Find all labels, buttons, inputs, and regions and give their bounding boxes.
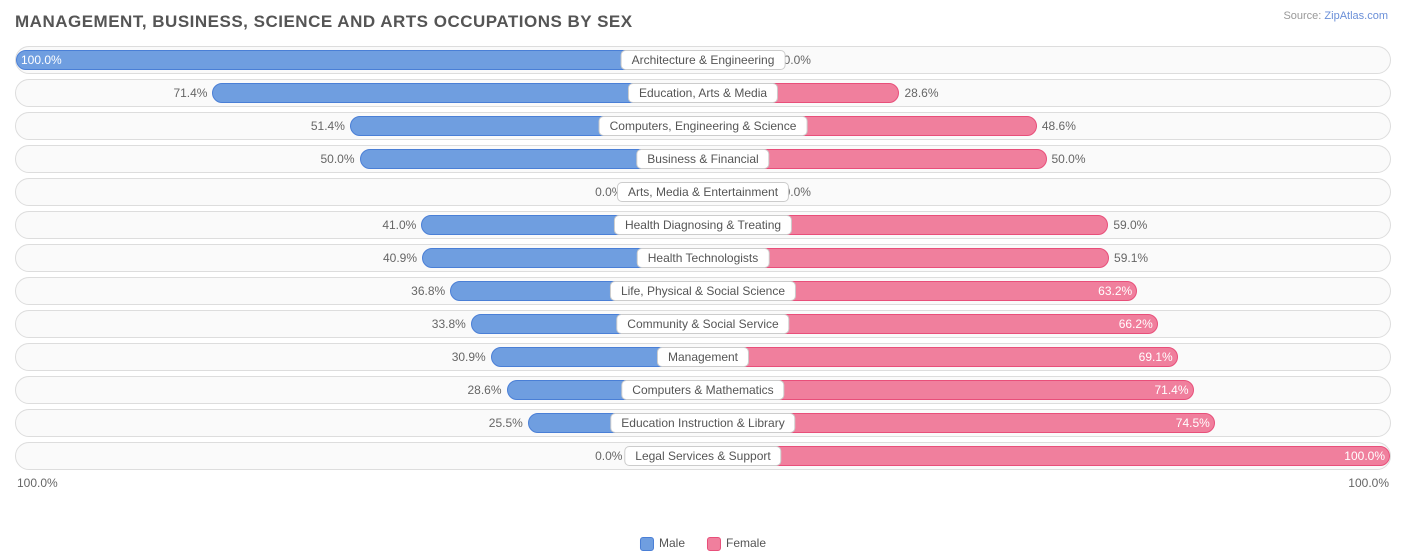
chart-row: 50.0% 50.0% Business & Financial: [15, 145, 1391, 173]
male-value-label: 25.5%: [489, 414, 529, 432]
category-label: Legal Services & Support: [624, 446, 781, 466]
chart-row: 25.5% 74.5% Education Instruction & Librar…: [15, 409, 1391, 437]
female-value-label: 28.6%: [898, 84, 938, 102]
chart-row: 0.0%0.0%Arts, Media & Entertainment: [15, 178, 1391, 206]
category-label: Computers, Engineering & Science: [599, 116, 808, 136]
female-value-label: 63.2%: [1098, 282, 1132, 300]
male-value-label: 50.0%: [320, 150, 360, 168]
chart-row: 40.9% 59.1% Health Technologists: [15, 244, 1391, 272]
category-label: Business & Financial: [636, 149, 769, 169]
female-value-label: 66.2%: [1119, 315, 1153, 333]
female-value-label: 100.0%: [1344, 447, 1385, 465]
legend: Male Female: [640, 536, 766, 551]
category-label: Life, Physical & Social Science: [610, 281, 796, 301]
chart-rows: 100.0%0.0%Architecture & Engineering 71.4…: [15, 46, 1391, 470]
category-label: Computers & Mathematics: [621, 380, 784, 400]
male-value-label: 40.9%: [383, 249, 423, 267]
female-bar: 100.0%: [703, 446, 1390, 466]
chart-row: 71.4% 28.6% Education, Arts & Media: [15, 79, 1391, 107]
legend-female-label: Female: [726, 536, 766, 550]
source-label: Source:: [1283, 10, 1321, 22]
male-value-label: 71.4%: [173, 84, 213, 102]
female-value-label: 74.5%: [1176, 414, 1210, 432]
source-attribution: Source: ZipAtlas.com: [1283, 10, 1388, 22]
chart-row: 28.6% 71.4% Computers & Mathematics: [15, 376, 1391, 404]
source-value: ZipAtlas.com: [1324, 10, 1388, 22]
chart-row: 51.4% 48.6% Computers, Engineering & Scien…: [15, 112, 1391, 140]
female-value-label: 50.0%: [1046, 150, 1086, 168]
male-bar: 100.0%: [16, 50, 703, 70]
chart-row: 0.0%100.0%Legal Services & Support: [15, 442, 1391, 470]
x-axis: 100.0% 100.0%: [15, 470, 1391, 490]
legend-male: Male: [640, 536, 685, 551]
category-label: Architecture & Engineering: [621, 50, 786, 70]
legend-male-label: Male: [659, 536, 685, 550]
diverging-bar-chart: MANAGEMENT, BUSINESS, SCIENCE AND ARTS O…: [0, 0, 1406, 559]
axis-right-label: 100.0%: [1348, 476, 1389, 490]
female-value-label: 59.1%: [1108, 249, 1148, 267]
female-value-label: 69.1%: [1139, 348, 1173, 366]
male-value-label: 51.4%: [311, 117, 351, 135]
category-label: Health Technologists: [637, 248, 770, 268]
category-label: Education, Arts & Media: [628, 83, 778, 103]
category-label: Education Instruction & Library: [610, 413, 795, 433]
category-label: Arts, Media & Entertainment: [617, 182, 789, 202]
male-value-label: 33.8%: [432, 315, 472, 333]
chart-row: 100.0%0.0%Architecture & Engineering: [15, 46, 1391, 74]
category-label: Management: [657, 347, 749, 367]
female-value-label: 71.4%: [1154, 381, 1188, 399]
legend-female: Female: [707, 536, 766, 551]
chart-title: MANAGEMENT, BUSINESS, SCIENCE AND ARTS O…: [15, 12, 1391, 32]
male-value-label: 41.0%: [382, 216, 422, 234]
female-value-label: 48.6%: [1036, 117, 1076, 135]
chart-row: 30.9% 69.1% Management: [15, 343, 1391, 371]
female-swatch: [707, 537, 721, 551]
male-value-label: 100.0%: [21, 51, 62, 69]
category-label: Community & Social Service: [616, 314, 789, 334]
male-value-label: 30.9%: [452, 348, 492, 366]
axis-left-label: 100.0%: [17, 476, 58, 490]
category-label: Health Diagnosing & Treating: [614, 215, 792, 235]
male-value-label: 36.8%: [411, 282, 451, 300]
chart-row: 36.8% 63.2% Life, Physical & Social Scienc…: [15, 277, 1391, 305]
female-bar: 69.1%: [703, 347, 1178, 367]
male-swatch: [640, 537, 654, 551]
chart-row: 33.8% 66.2% Community & Social Service: [15, 310, 1391, 338]
chart-row: 41.0% 59.0% Health Diagnosing & Treating: [15, 211, 1391, 239]
male-value-label: 28.6%: [468, 381, 508, 399]
female-value-label: 59.0%: [1107, 216, 1147, 234]
